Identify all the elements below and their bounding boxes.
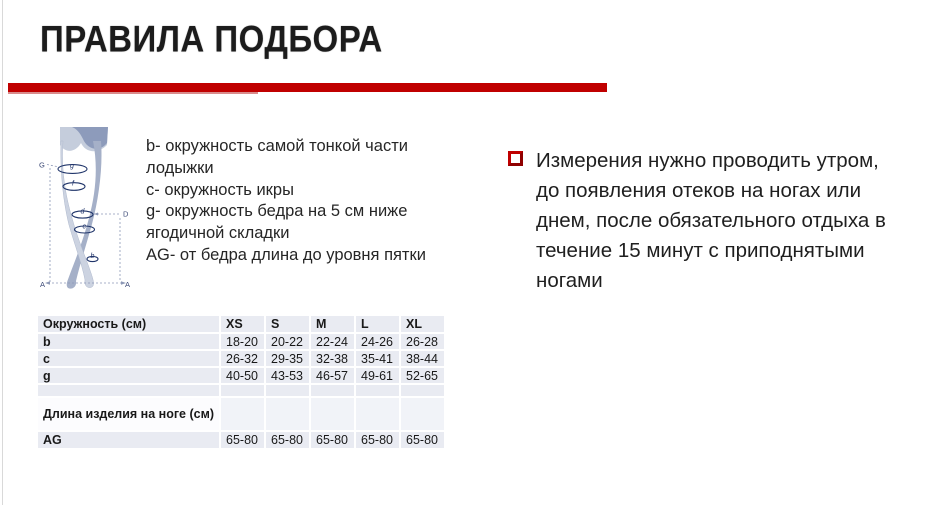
table-spacer-row bbox=[38, 385, 444, 396]
table-cell: 43-53 bbox=[266, 368, 309, 383]
leg-measurement-diagram: g f d c b G D A A bbox=[39, 127, 130, 289]
table-row-ag: AG 65-80 65-80 65-80 65-80 65-80 bbox=[38, 432, 444, 448]
row-label bbox=[38, 385, 219, 396]
measurement-line-ag: AG- от бедра длина до уровня пятки bbox=[146, 245, 426, 264]
guide-arrows bbox=[45, 212, 126, 285]
table-cell: 38-44 bbox=[401, 351, 444, 366]
table-cell: 46-57 bbox=[311, 368, 354, 383]
row-label: AG bbox=[38, 432, 219, 448]
table-cell: 65-80 bbox=[311, 432, 354, 448]
table-cell: 65-80 bbox=[356, 432, 399, 448]
size-table-header-cell: XS bbox=[221, 316, 264, 332]
table-cell bbox=[356, 385, 399, 396]
row-label: g bbox=[38, 368, 219, 383]
row-label: Длина изделия на ноге (см) bbox=[38, 398, 219, 430]
table-row-b: b 18-20 20-22 22-24 24-26 26-28 bbox=[38, 334, 444, 349]
guide-label-A-right: A bbox=[125, 280, 130, 289]
table-cell bbox=[311, 385, 354, 396]
table-cell: 52-65 bbox=[401, 368, 444, 383]
table-cell: 20-22 bbox=[266, 334, 309, 349]
table-cell: 26-28 bbox=[401, 334, 444, 349]
size-table-header-row: Окружность (см) XS S M L XL bbox=[38, 316, 444, 332]
table-cell bbox=[266, 385, 309, 396]
table-row-length-header: Длина изделия на ноге (см) bbox=[38, 398, 444, 430]
title-underline-bar-secondary bbox=[8, 92, 258, 94]
page-title: ПРАВИЛА ПОДБОРА bbox=[40, 18, 383, 60]
slide-edge-line bbox=[2, 0, 3, 505]
table-cell bbox=[401, 385, 444, 396]
size-table-header-cell: XL bbox=[401, 316, 444, 332]
guide-label-D: D bbox=[123, 210, 129, 219]
table-cell: 26-32 bbox=[221, 351, 264, 366]
table-cell: 65-80 bbox=[266, 432, 309, 448]
table-cell bbox=[221, 385, 264, 396]
table-row-g: g 40-50 43-53 46-57 49-61 52-65 bbox=[38, 368, 444, 383]
measurement-bands bbox=[57, 164, 99, 263]
guide-label-A-left: A bbox=[40, 280, 45, 289]
back-leg-shape bbox=[66, 141, 102, 289]
table-cell bbox=[356, 398, 399, 430]
band-label-g: g bbox=[70, 163, 74, 170]
table-cell: 40-50 bbox=[221, 368, 264, 383]
measurement-line-b: b- окружность самой тонкой части лодыжки bbox=[146, 137, 408, 177]
size-table-header-cell: M bbox=[311, 316, 354, 332]
table-cell bbox=[311, 398, 354, 430]
guide-label-G: G bbox=[39, 161, 45, 170]
measurement-note-text: Измерения нужно проводить утром, до появ… bbox=[536, 149, 886, 292]
band-label-f: f bbox=[72, 181, 75, 188]
measurement-note: Измерения нужно проводить утром, до появ… bbox=[508, 146, 898, 296]
table-cell: 65-80 bbox=[221, 432, 264, 448]
table-cell: 35-41 bbox=[356, 351, 399, 366]
size-table-header-cell: S bbox=[266, 316, 309, 332]
table-cell bbox=[221, 398, 264, 430]
size-table-header-cell: Окружность (см) bbox=[38, 316, 219, 332]
table-cell: 49-61 bbox=[356, 368, 399, 383]
size-table: Окружность (см) XS S M L XL b 18-20 20-2… bbox=[36, 314, 446, 450]
table-cell bbox=[266, 398, 309, 430]
table-cell: 22-24 bbox=[311, 334, 354, 349]
row-label: c bbox=[38, 351, 219, 366]
title-underline-bar bbox=[8, 83, 607, 92]
table-cell: 65-80 bbox=[401, 432, 444, 448]
table-row-c: c 26-32 29-35 32-38 35-41 38-44 bbox=[38, 351, 444, 366]
size-table-header-cell: L bbox=[356, 316, 399, 332]
red-square-bullet-icon bbox=[508, 146, 536, 166]
band-label-d: d bbox=[81, 209, 86, 216]
table-cell: 29-35 bbox=[266, 351, 309, 366]
band-label-b: b bbox=[91, 253, 95, 260]
table-cell: 32-38 bbox=[311, 351, 354, 366]
measurement-definitions: b- окружность самой тонкой части лодыжки… bbox=[146, 136, 450, 267]
table-cell bbox=[401, 398, 444, 430]
table-cell: 24-26 bbox=[356, 334, 399, 349]
row-label: b bbox=[38, 334, 219, 349]
band-label-c: c bbox=[83, 224, 87, 231]
table-cell: 18-20 bbox=[221, 334, 264, 349]
front-leg-shape bbox=[60, 140, 94, 288]
measurement-line-c: c- окружность икры bbox=[146, 180, 294, 199]
measurement-line-g: g- окружность бедра на 5 см ниже ягодичн… bbox=[146, 202, 408, 243]
